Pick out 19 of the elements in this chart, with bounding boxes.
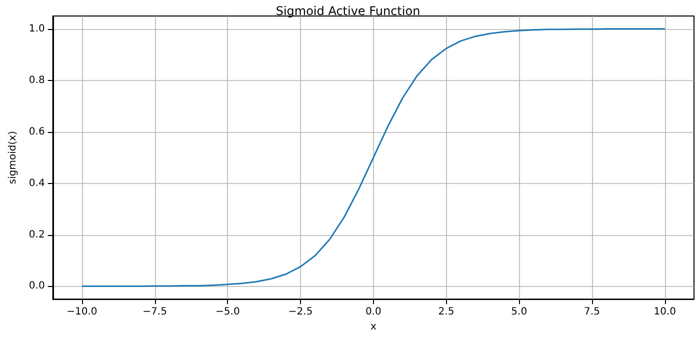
x-tick-label: −5.0 <box>216 306 240 318</box>
y-tick-label: 0.8 <box>28 74 45 86</box>
chart-title: Sigmoid Active Function <box>276 4 420 18</box>
x-tick-label: 5.0 <box>511 306 528 318</box>
y-tick-label: 1.0 <box>28 23 45 34</box>
x-tick-label: 7.5 <box>584 306 600 318</box>
x-tick-label: 2.5 <box>438 306 454 318</box>
x-tick-label: −10.0 <box>66 306 98 318</box>
y-tick-label: 0.6 <box>28 126 45 138</box>
x-axis-title: x <box>370 322 376 332</box>
y-tick-label: 0.0 <box>28 280 45 292</box>
x-tick-label: 0.0 <box>365 306 382 318</box>
x-tick-label: −2.5 <box>288 306 313 318</box>
line-series <box>81 28 666 287</box>
y-axis-title: sigmoid(x) <box>8 130 18 184</box>
x-tick-label: −7.5 <box>142 306 167 318</box>
y-tick-label: 0.4 <box>28 178 45 189</box>
y-tick-label: 0.2 <box>28 229 45 240</box>
x-tick-label: 10.0 <box>654 306 676 318</box>
